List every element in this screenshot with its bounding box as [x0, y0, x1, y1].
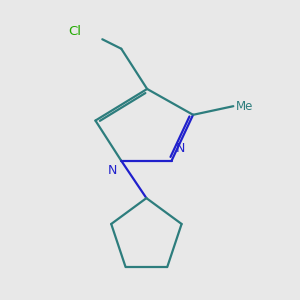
Text: N: N [108, 164, 117, 177]
Text: Me: Me [236, 100, 254, 113]
Text: N: N [176, 142, 185, 155]
Text: Cl: Cl [68, 25, 81, 38]
